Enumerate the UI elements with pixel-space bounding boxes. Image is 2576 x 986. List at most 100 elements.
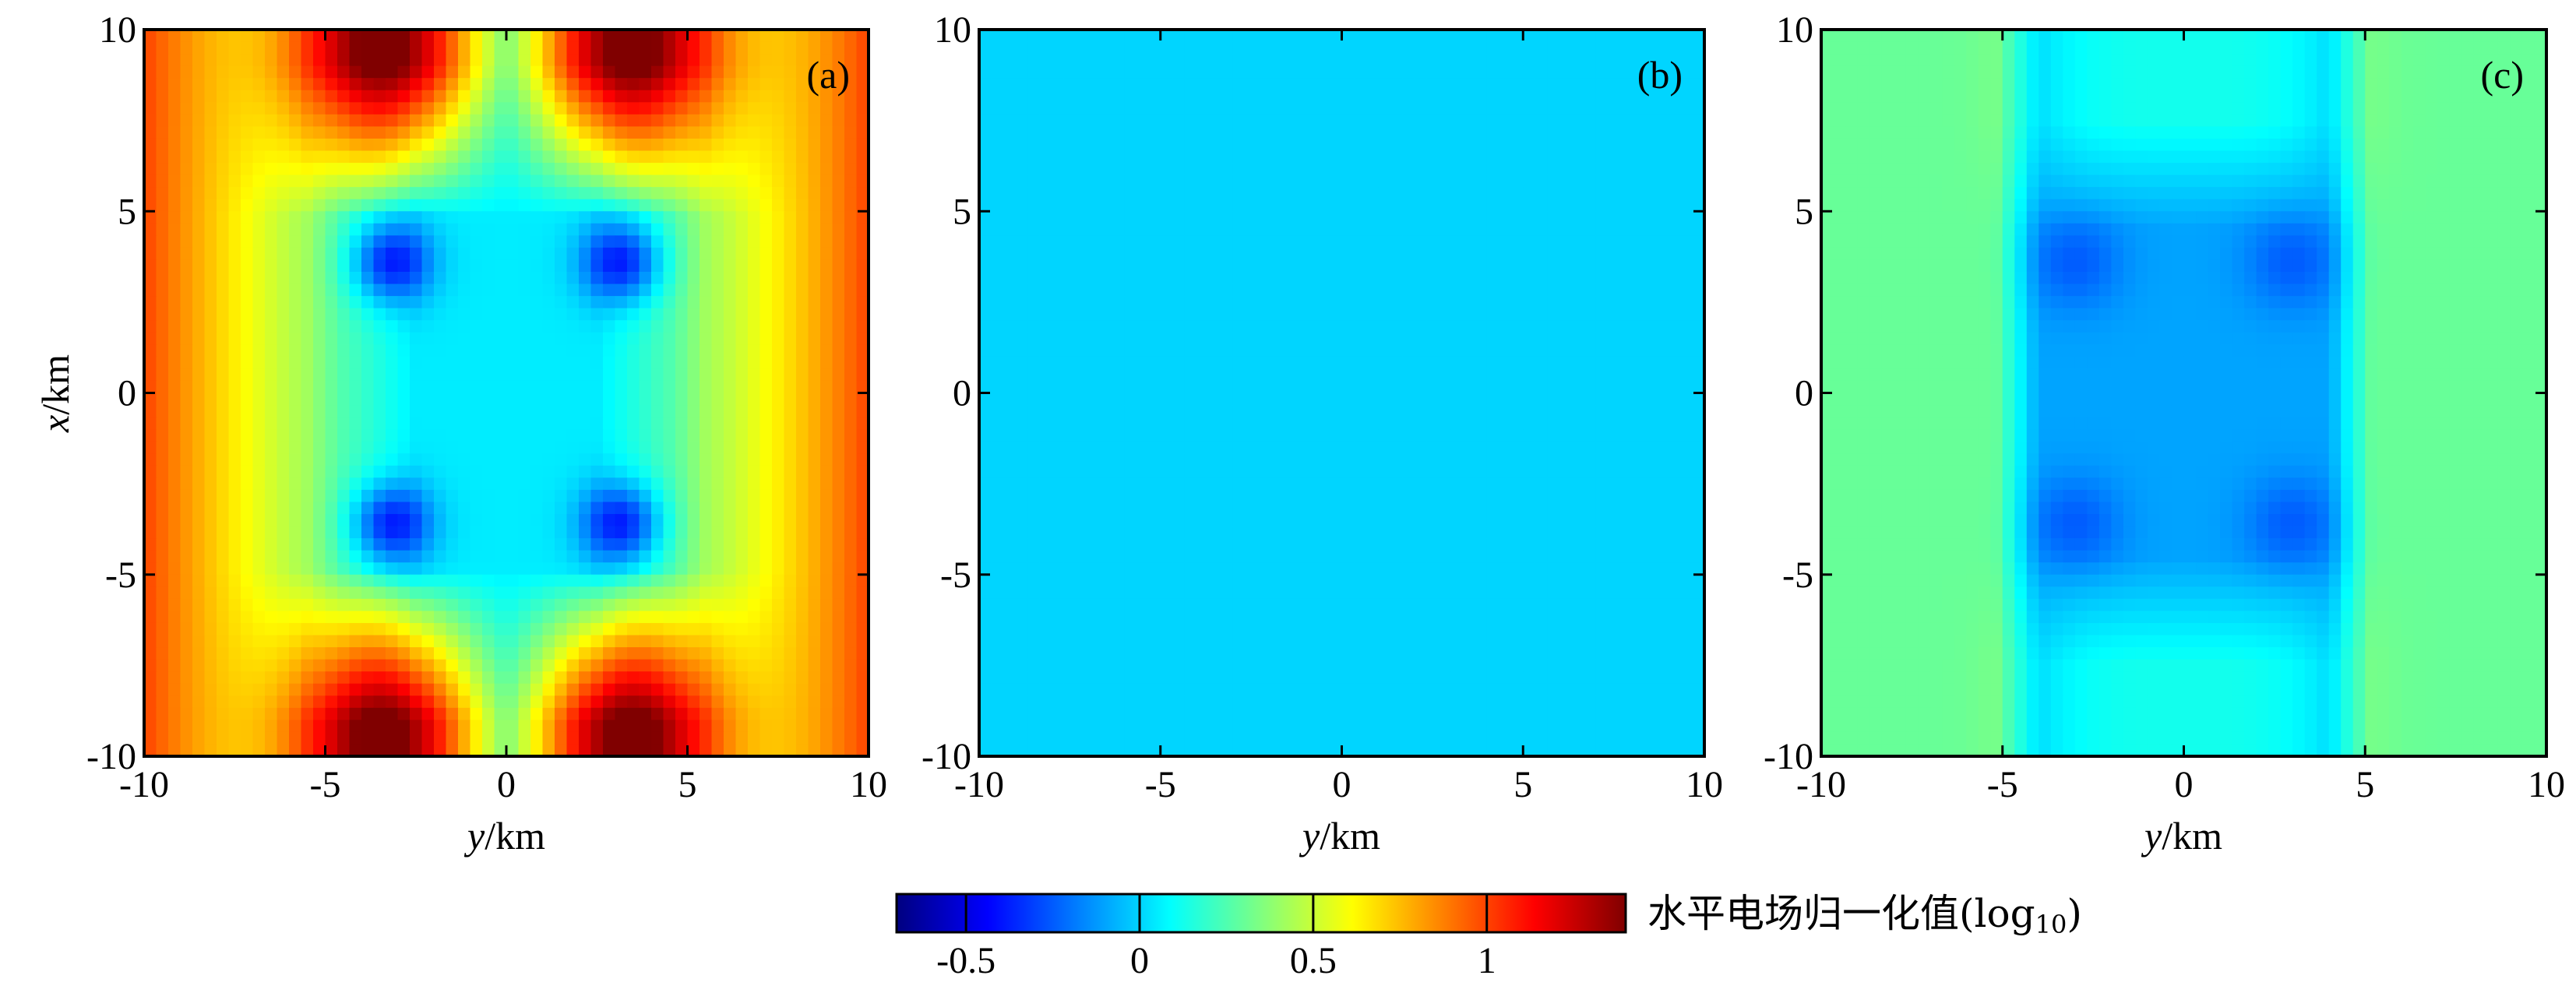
heatmap-cell (313, 344, 326, 357)
heatmap-cell (1100, 138, 1113, 152)
heatmap-cell (651, 380, 664, 394)
heatmap-cell (542, 368, 555, 382)
heatmap-cell (192, 368, 206, 382)
heatmap-cell (1003, 235, 1017, 248)
heatmap-cell (663, 647, 676, 660)
heatmap-cell (1027, 30, 1041, 43)
heatmap-cell (1426, 102, 1440, 115)
heatmap-cell (252, 54, 266, 67)
heatmap-cell (1148, 187, 1161, 200)
heatmap-cell (542, 65, 555, 79)
heatmap-cell (458, 731, 471, 745)
heatmap-cell (361, 477, 375, 491)
heatmap-cell (832, 272, 845, 285)
heatmap-cell (1100, 30, 1113, 43)
heatmap-cell (1655, 30, 1669, 43)
heatmap-cell (1402, 30, 1415, 43)
heatmap-cell (217, 598, 230, 611)
heatmap-cell (192, 671, 206, 685)
heatmap-cell (615, 368, 628, 382)
heatmap-cell (542, 622, 555, 636)
heatmap-cell (748, 308, 761, 321)
heatmap-cell (844, 611, 858, 624)
heatmap-cell (313, 259, 326, 273)
heatmap-cell (482, 114, 495, 127)
heatmap-cell (651, 393, 664, 406)
heatmap-cell (1341, 114, 1355, 127)
heatmap-cell (1414, 199, 1427, 212)
heatmap-cell (301, 126, 314, 139)
heatmap-cell (265, 417, 278, 430)
heatmap-cell (1450, 272, 1464, 285)
heatmap-cell (627, 332, 640, 345)
heatmap-cell (518, 635, 531, 648)
heatmap-cell (759, 102, 773, 115)
heatmap-cell (856, 598, 869, 611)
heatmap-cell (590, 272, 604, 285)
heatmap-cell (337, 647, 351, 660)
heatmap-cell (252, 611, 266, 624)
heatmap-cell (566, 417, 580, 430)
heatmap-cell (361, 30, 375, 43)
heatmap-cell (772, 259, 785, 273)
heatmap-cell (156, 102, 169, 115)
heatmap-cell (735, 272, 749, 285)
heatmap-cell (337, 502, 351, 515)
heatmap-cell (615, 477, 628, 491)
heatmap-cell (663, 622, 676, 636)
heatmap-cell (1269, 174, 1282, 188)
heatmap-cell (1281, 41, 1295, 55)
heatmap-cell (1510, 272, 1524, 285)
heatmap-cell (1160, 247, 1173, 261)
heatmap-cell (252, 477, 266, 491)
heatmap-cell (325, 332, 338, 345)
heatmap-cell (156, 598, 169, 611)
heatmap-cell (289, 187, 302, 200)
heatmap-cell (759, 150, 773, 164)
heatmap-cell (156, 114, 169, 127)
heatmap-cell (1668, 30, 1681, 43)
heatmap-cell (1583, 30, 1596, 43)
heatmap-cell (796, 417, 809, 430)
heatmap-cell (759, 465, 773, 478)
heatmap-cell (458, 138, 471, 152)
heatmap-cell (615, 163, 628, 176)
heatmap-cell (1341, 102, 1355, 115)
heatmap-cell (1341, 138, 1355, 152)
heatmap-cell (1039, 247, 1052, 261)
heatmap-cell (204, 465, 217, 478)
heatmap-cell (277, 465, 290, 478)
heatmap-cell (1366, 102, 1379, 115)
heatmap-cell (518, 259, 531, 273)
heatmap-cell (1245, 211, 1258, 224)
heatmap-cell (1256, 259, 1270, 273)
heatmap-cell (421, 259, 435, 273)
heatmap-cell (675, 441, 689, 454)
heatmap-cell (265, 744, 278, 757)
heatmap-cell (808, 477, 821, 491)
heatmap-cell (458, 683, 471, 696)
heatmap-cell (615, 695, 628, 709)
heatmap-cell (397, 247, 411, 261)
heatmap-cell (856, 211, 869, 224)
heatmap-cell (735, 114, 749, 127)
heatmap-cell (144, 126, 157, 139)
heatmap-cell (1523, 163, 1536, 176)
heatmap-cell (518, 671, 531, 685)
heatmap-cell (639, 647, 652, 660)
heatmap-cell (1619, 272, 1633, 285)
heatmap-cell (566, 671, 580, 685)
heatmap-cell (1655, 78, 1669, 91)
heatmap-cell (1245, 187, 1258, 200)
heatmap-cell (301, 622, 314, 636)
heatmap-cell (748, 586, 761, 600)
heatmap-cell (590, 174, 604, 188)
heatmap-cell (361, 150, 375, 164)
heatmap-cell (711, 393, 724, 406)
heatmap-cell (265, 283, 278, 297)
heatmap-cell (639, 308, 652, 321)
heatmap-cell (252, 598, 266, 611)
heatmap-cell (663, 114, 676, 127)
heatmap-cell (530, 150, 544, 164)
heatmap-cell (1221, 54, 1234, 67)
